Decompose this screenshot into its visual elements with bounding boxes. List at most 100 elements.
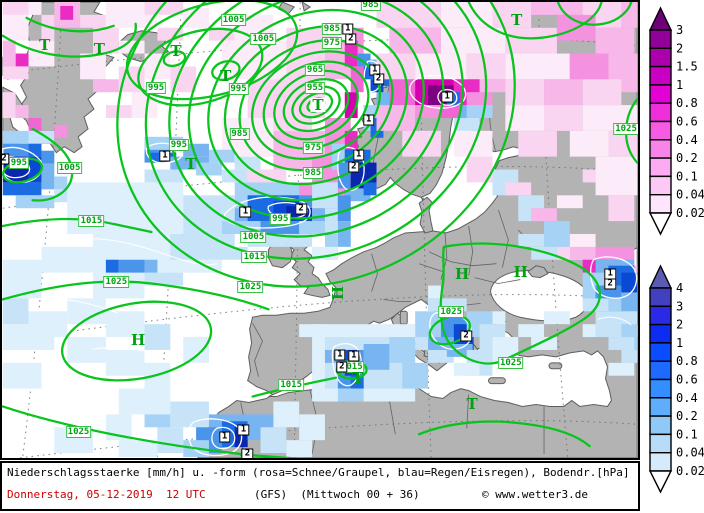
precip-cell	[15, 195, 55, 209]
precip-cell	[556, 195, 583, 209]
precip-cell	[2, 2, 29, 15]
precip-cell	[41, 150, 55, 164]
caption-bar: Niederschlagsstaerke [mm/h] u. -form (ro…	[0, 461, 640, 511]
precip-cell	[92, 79, 119, 93]
precip-cell	[54, 124, 68, 138]
precip-cell	[569, 246, 596, 260]
precip-cell	[544, 311, 570, 325]
precip-cell	[544, 221, 570, 247]
svg-text:2: 2	[676, 318, 683, 332]
precip-cell	[28, 130, 55, 144]
precip-cell	[183, 337, 209, 363]
precip-cell	[144, 272, 184, 286]
precip-cell	[299, 221, 325, 234]
precip-cell	[608, 130, 638, 157]
precip-cell	[324, 349, 338, 363]
precip-cell	[54, 176, 68, 190]
copyright: © www.wetter3.de	[482, 488, 588, 501]
precip-cell	[608, 337, 635, 350]
svg-text:0.04: 0.04	[676, 446, 704, 460]
precip-cell	[208, 246, 248, 260]
map-title: Niederschlagsstaerke [mm/h] u. -form (ro…	[7, 466, 630, 479]
precip-cell	[2, 259, 42, 299]
precip-cell	[260, 427, 287, 454]
svg-text:0.4: 0.4	[676, 133, 698, 147]
precip-cell	[144, 169, 184, 183]
precip-cell	[2, 298, 29, 325]
precip-cell	[344, 40, 358, 67]
precip-cell	[80, 14, 106, 28]
precip-cell	[144, 414, 171, 428]
precip-cell	[582, 79, 622, 106]
svg-text:0.6: 0.6	[676, 373, 698, 387]
snow-scale: 3 2 1.5 1 0.8 0.6 0.4 0.2 0.1 0.04 0.02	[648, 6, 704, 236]
precip-cell	[183, 7, 209, 28]
precip-cell	[157, 427, 184, 454]
precip-cell	[299, 414, 325, 441]
svg-text:2: 2	[676, 41, 683, 55]
precip-cell	[428, 298, 441, 312]
svg-text:1.5: 1.5	[676, 60, 698, 74]
precip-cell	[582, 105, 638, 131]
precip-cell	[518, 324, 545, 338]
precip-cell	[15, 53, 29, 67]
precip-cell	[299, 324, 325, 338]
rain-scale: 4 3 2 1 0.8 0.6 0.4 0.2 0.1 0.04 0.02	[648, 264, 704, 494]
precip-cell	[376, 2, 441, 28]
precip-cell	[440, 298, 467, 312]
precip-cell	[582, 298, 609, 312]
precip-cell	[41, 246, 93, 273]
precip-cell	[376, 375, 403, 389]
precip-cell	[363, 344, 390, 370]
precip-cell	[505, 53, 570, 80]
precip-cell	[344, 349, 358, 376]
svg-text:0.1: 0.1	[676, 169, 698, 183]
precip-cell	[389, 337, 416, 363]
precip-cell	[453, 362, 480, 376]
svg-text:0.02: 0.02	[676, 464, 704, 478]
greenland-sea-trough	[125, 2, 299, 107]
precip-cell	[363, 182, 377, 196]
crete	[488, 377, 506, 385]
precip-cell	[221, 40, 287, 80]
precip-cell	[582, 324, 596, 338]
precip-cell	[402, 362, 429, 389]
precip-cell	[402, 130, 441, 157]
precip-cell	[221, 169, 248, 183]
precip-cell	[2, 362, 42, 389]
precip-cell	[531, 208, 557, 222]
precip-cell	[183, 143, 209, 157]
svg-text:3: 3	[676, 299, 683, 313]
precip-cell	[337, 388, 364, 402]
precip-cell	[208, 27, 235, 41]
svg-text:1: 1	[676, 78, 683, 92]
precip-cell	[105, 349, 145, 376]
precip-cell	[28, 2, 42, 15]
precip-cell	[67, 337, 106, 363]
precip-cell	[621, 2, 638, 28]
precip-cell	[608, 298, 622, 312]
svg-text:0.8: 0.8	[676, 96, 698, 110]
svg-text:4: 4	[676, 281, 683, 295]
precip-cell	[492, 311, 506, 325]
valid-datetime: Donnerstag, 05-12-2019 12 UTC	[7, 488, 206, 501]
crimea-coast	[527, 265, 549, 279]
precip-cell	[170, 401, 209, 428]
precip-cell	[595, 27, 635, 54]
precip-cell	[569, 130, 609, 157]
main-low-rings	[116, 2, 516, 288]
precip-cell	[505, 79, 545, 106]
precip-cell	[2, 130, 29, 144]
svg-text:0.4: 0.4	[676, 391, 698, 405]
precip-cell	[324, 208, 338, 234]
svg-text:0.2: 0.2	[676, 151, 698, 165]
precip-cell	[518, 130, 557, 157]
cyprus	[548, 362, 563, 370]
precip-cell	[131, 14, 158, 28]
precip-cell	[621, 272, 638, 293]
svg-text:0.1: 0.1	[676, 427, 698, 441]
legend-scales: 3 2 1.5 1 0.8 0.6 0.4 0.2 0.1 0.04 0.02 4 3 2 1 0.8 0.6…	[648, 6, 704, 494]
svg-text:0.6: 0.6	[676, 115, 698, 129]
precip-cell	[60, 5, 74, 20]
precip-cell	[621, 349, 638, 363]
